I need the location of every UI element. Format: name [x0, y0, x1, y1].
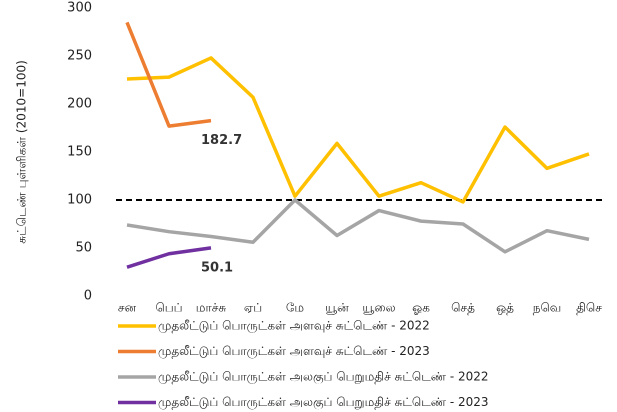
x-tick-label: ஏப் — [244, 301, 262, 315]
x-tick-label: யூன் — [325, 301, 349, 315]
y-tick-label: 250 — [67, 49, 92, 64]
x-tick-label: ஒத் — [496, 301, 514, 315]
legend-label: முதலீட்டுப் பொருட்கள் அளவுச் சுட்டெண் - … — [158, 344, 430, 359]
series-line — [126, 246, 212, 269]
x-tick-label: செத் — [451, 301, 475, 315]
y-tick-label: 100 — [67, 193, 92, 208]
x-tick-label: மாச்சு — [196, 301, 227, 315]
series-line — [126, 198, 590, 254]
legend-label: முதலீட்டுப் பொருட்கள் அலகுப் பெறுமதிச் ச… — [158, 395, 489, 410]
x-tick-label: யூலை — [362, 301, 395, 315]
x-tick-label: மே — [286, 301, 304, 315]
y-tick-label: 300 — [67, 1, 92, 16]
x-tick-label: பெப் — [155, 301, 182, 315]
y-tick-label: 150 — [67, 145, 92, 160]
x-tick-label: ஓக — [412, 301, 430, 315]
y-axis-label: சுட்டெண் புள்ளிகள் (2010=100) — [15, 60, 29, 244]
legend-label: முதலீட்டுப் பொருட்கள் அலகுப் பெறுமதிச் ச… — [158, 370, 489, 385]
y-tick-label: 200 — [67, 97, 92, 112]
legend-label: முதலீட்டுப் பொருட்கள் அளவுச் சுட்டெண் - … — [158, 319, 430, 334]
x-tick-label: திசெ — [576, 301, 602, 315]
series-line — [126, 56, 590, 204]
data-label: 182.7 — [201, 133, 242, 148]
x-tick-label: சன — [118, 301, 137, 315]
y-tick-label: 0 — [84, 289, 92, 304]
y-tick-label: 50 — [75, 241, 92, 256]
x-tick-label: நவெ — [533, 301, 562, 315]
data-label: 50.1 — [201, 260, 233, 275]
series-line — [125, 21, 212, 128]
